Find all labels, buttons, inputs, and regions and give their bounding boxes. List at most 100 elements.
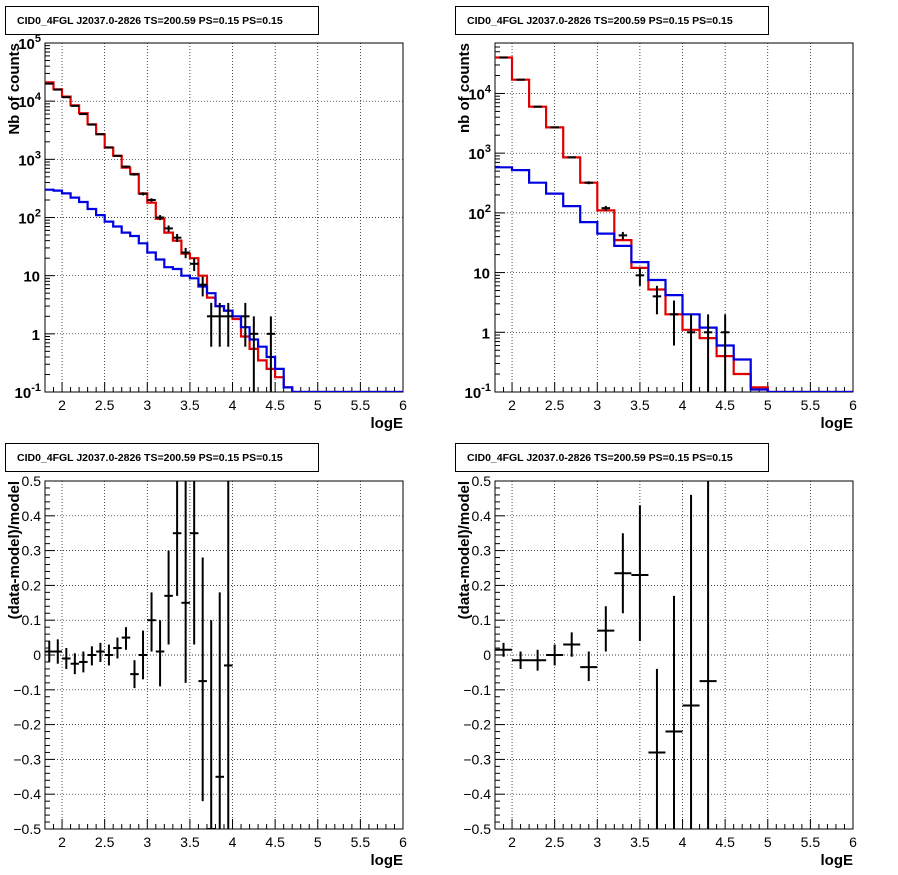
data-point — [580, 651, 598, 682]
x-tick-label: 4.5 — [265, 397, 285, 413]
chart-title: CID0_4FGL J2037.0-2826 TS=200.59 PS=0.15… — [17, 452, 283, 464]
data-point — [172, 481, 182, 596]
x-tick-label: 6 — [849, 397, 857, 413]
data-point — [529, 649, 547, 671]
x-tick-label: 2 — [508, 397, 516, 413]
data-point — [266, 316, 276, 392]
x-tick-label: 2 — [58, 834, 66, 850]
data-point — [87, 123, 97, 126]
y-tick-label: 10-1 — [465, 382, 491, 402]
data-point — [669, 300, 679, 346]
data-point — [635, 267, 645, 286]
x-tick-label: 6 — [849, 834, 857, 850]
panel-top-left: CID0_4FGL J2037.0-2826 TS=200.59 PS=0.15… — [5, 6, 407, 432]
data-point — [138, 192, 148, 196]
y-tick-label: −0.5 — [13, 821, 41, 837]
x-tick-label: 6 — [399, 834, 407, 850]
y-tick-label: 104 — [468, 83, 492, 103]
x-tick-label: 6 — [399, 397, 407, 413]
data-point — [215, 592, 224, 829]
x-tick-label: 4 — [679, 397, 687, 413]
y-tick-label: 10-1 — [15, 382, 41, 402]
data-point — [164, 550, 173, 645]
data-point — [563, 632, 581, 657]
x-tick-label: 4.5 — [715, 834, 735, 850]
data-point — [164, 225, 173, 232]
model-step-line — [45, 81, 403, 392]
data-point — [550, 126, 559, 129]
x-tick-label: 3.5 — [630, 834, 650, 850]
chart-title: CID0_4FGL J2037.0-2826 TS=200.59 PS=0.15… — [467, 452, 733, 464]
x-tick-label: 5 — [764, 834, 772, 850]
data-point — [70, 104, 80, 107]
y-tick-label: 0.4 — [472, 508, 492, 524]
y-tick-label: 103 — [18, 149, 41, 169]
data-point — [45, 641, 54, 662]
y-tick-label: −0.3 — [13, 751, 41, 767]
data-point — [53, 88, 63, 91]
y-tick-label: −0.1 — [463, 682, 491, 698]
x-tick-label: 2.5 — [95, 397, 115, 413]
x-tick-label: 5.5 — [351, 397, 371, 413]
y-tick-label: 0 — [33, 647, 41, 663]
x-tick-label: 2 — [508, 834, 516, 850]
data-point — [618, 231, 628, 240]
data-point — [495, 642, 513, 657]
x-tick-label: 5.5 — [801, 397, 821, 413]
data-point — [224, 302, 233, 347]
data-point — [147, 198, 156, 202]
data-point — [206, 620, 216, 829]
data-point — [130, 173, 139, 176]
data-point — [79, 113, 88, 116]
y-tick-label: 0.1 — [22, 612, 42, 628]
y-axis-label: (data-model)/model — [6, 481, 23, 619]
data-point — [631, 505, 649, 642]
y-tick-label: 102 — [468, 203, 491, 223]
data-point — [155, 620, 165, 687]
data-point — [96, 133, 105, 136]
x-tick-label: 2 — [58, 397, 66, 413]
data-point — [181, 481, 190, 683]
data-point — [62, 648, 71, 669]
y-tick-label: 0 — [483, 647, 491, 663]
data-point — [189, 481, 199, 645]
data-point — [665, 595, 683, 829]
y-tick-label: 1 — [482, 325, 490, 342]
panel-bottom-right: CID0_4FGL J2037.0-2826 TS=200.59 PS=0.15… — [455, 443, 857, 869]
x-tick-label: 5 — [314, 834, 322, 850]
data-point — [601, 205, 611, 211]
x-tick-label: 5 — [764, 397, 772, 413]
x-tick-label: 2.5 — [95, 834, 115, 850]
model-step-line — [45, 188, 403, 392]
data-point — [648, 668, 666, 829]
data-point — [584, 181, 594, 185]
y-axis-label: (data-model)/model — [456, 481, 473, 619]
x-tick-label: 2.5 — [545, 834, 565, 850]
chart-title: CID0_4FGL J2037.0-2826 TS=200.59 PS=0.15… — [467, 15, 733, 27]
title-box — [5, 6, 319, 35]
y-tick-label: −0.4 — [463, 786, 491, 802]
y-tick-label: 0.4 — [22, 508, 42, 524]
y-axis-label: nb of counts — [456, 43, 473, 133]
x-tick-label: 3.5 — [180, 834, 200, 850]
x-tick-label: 5 — [314, 397, 322, 413]
y-tick-label: 10 — [23, 269, 40, 286]
x-tick-label: 3 — [143, 397, 151, 413]
data-point — [79, 651, 88, 673]
y-tick-label: 104 — [18, 91, 42, 111]
data-point — [70, 653, 80, 675]
y-axis-label: Nb of counts — [6, 43, 23, 135]
data-point — [682, 494, 700, 829]
data-point — [567, 156, 576, 159]
data-point — [699, 481, 717, 829]
y-tick-label: 0.3 — [22, 543, 42, 559]
y-tick-label: 0.2 — [22, 577, 42, 593]
data-point — [546, 644, 564, 666]
x-tick-label: 3.5 — [630, 397, 650, 413]
panel-bottom-left: CID0_4FGL J2037.0-2826 TS=200.59 PS=0.15… — [5, 443, 407, 869]
x-tick-label: 3 — [593, 397, 601, 413]
data-point — [614, 533, 632, 614]
data-point — [224, 481, 233, 829]
plot-frame — [44, 42, 404, 393]
y-tick-label: −0.5 — [463, 821, 491, 837]
